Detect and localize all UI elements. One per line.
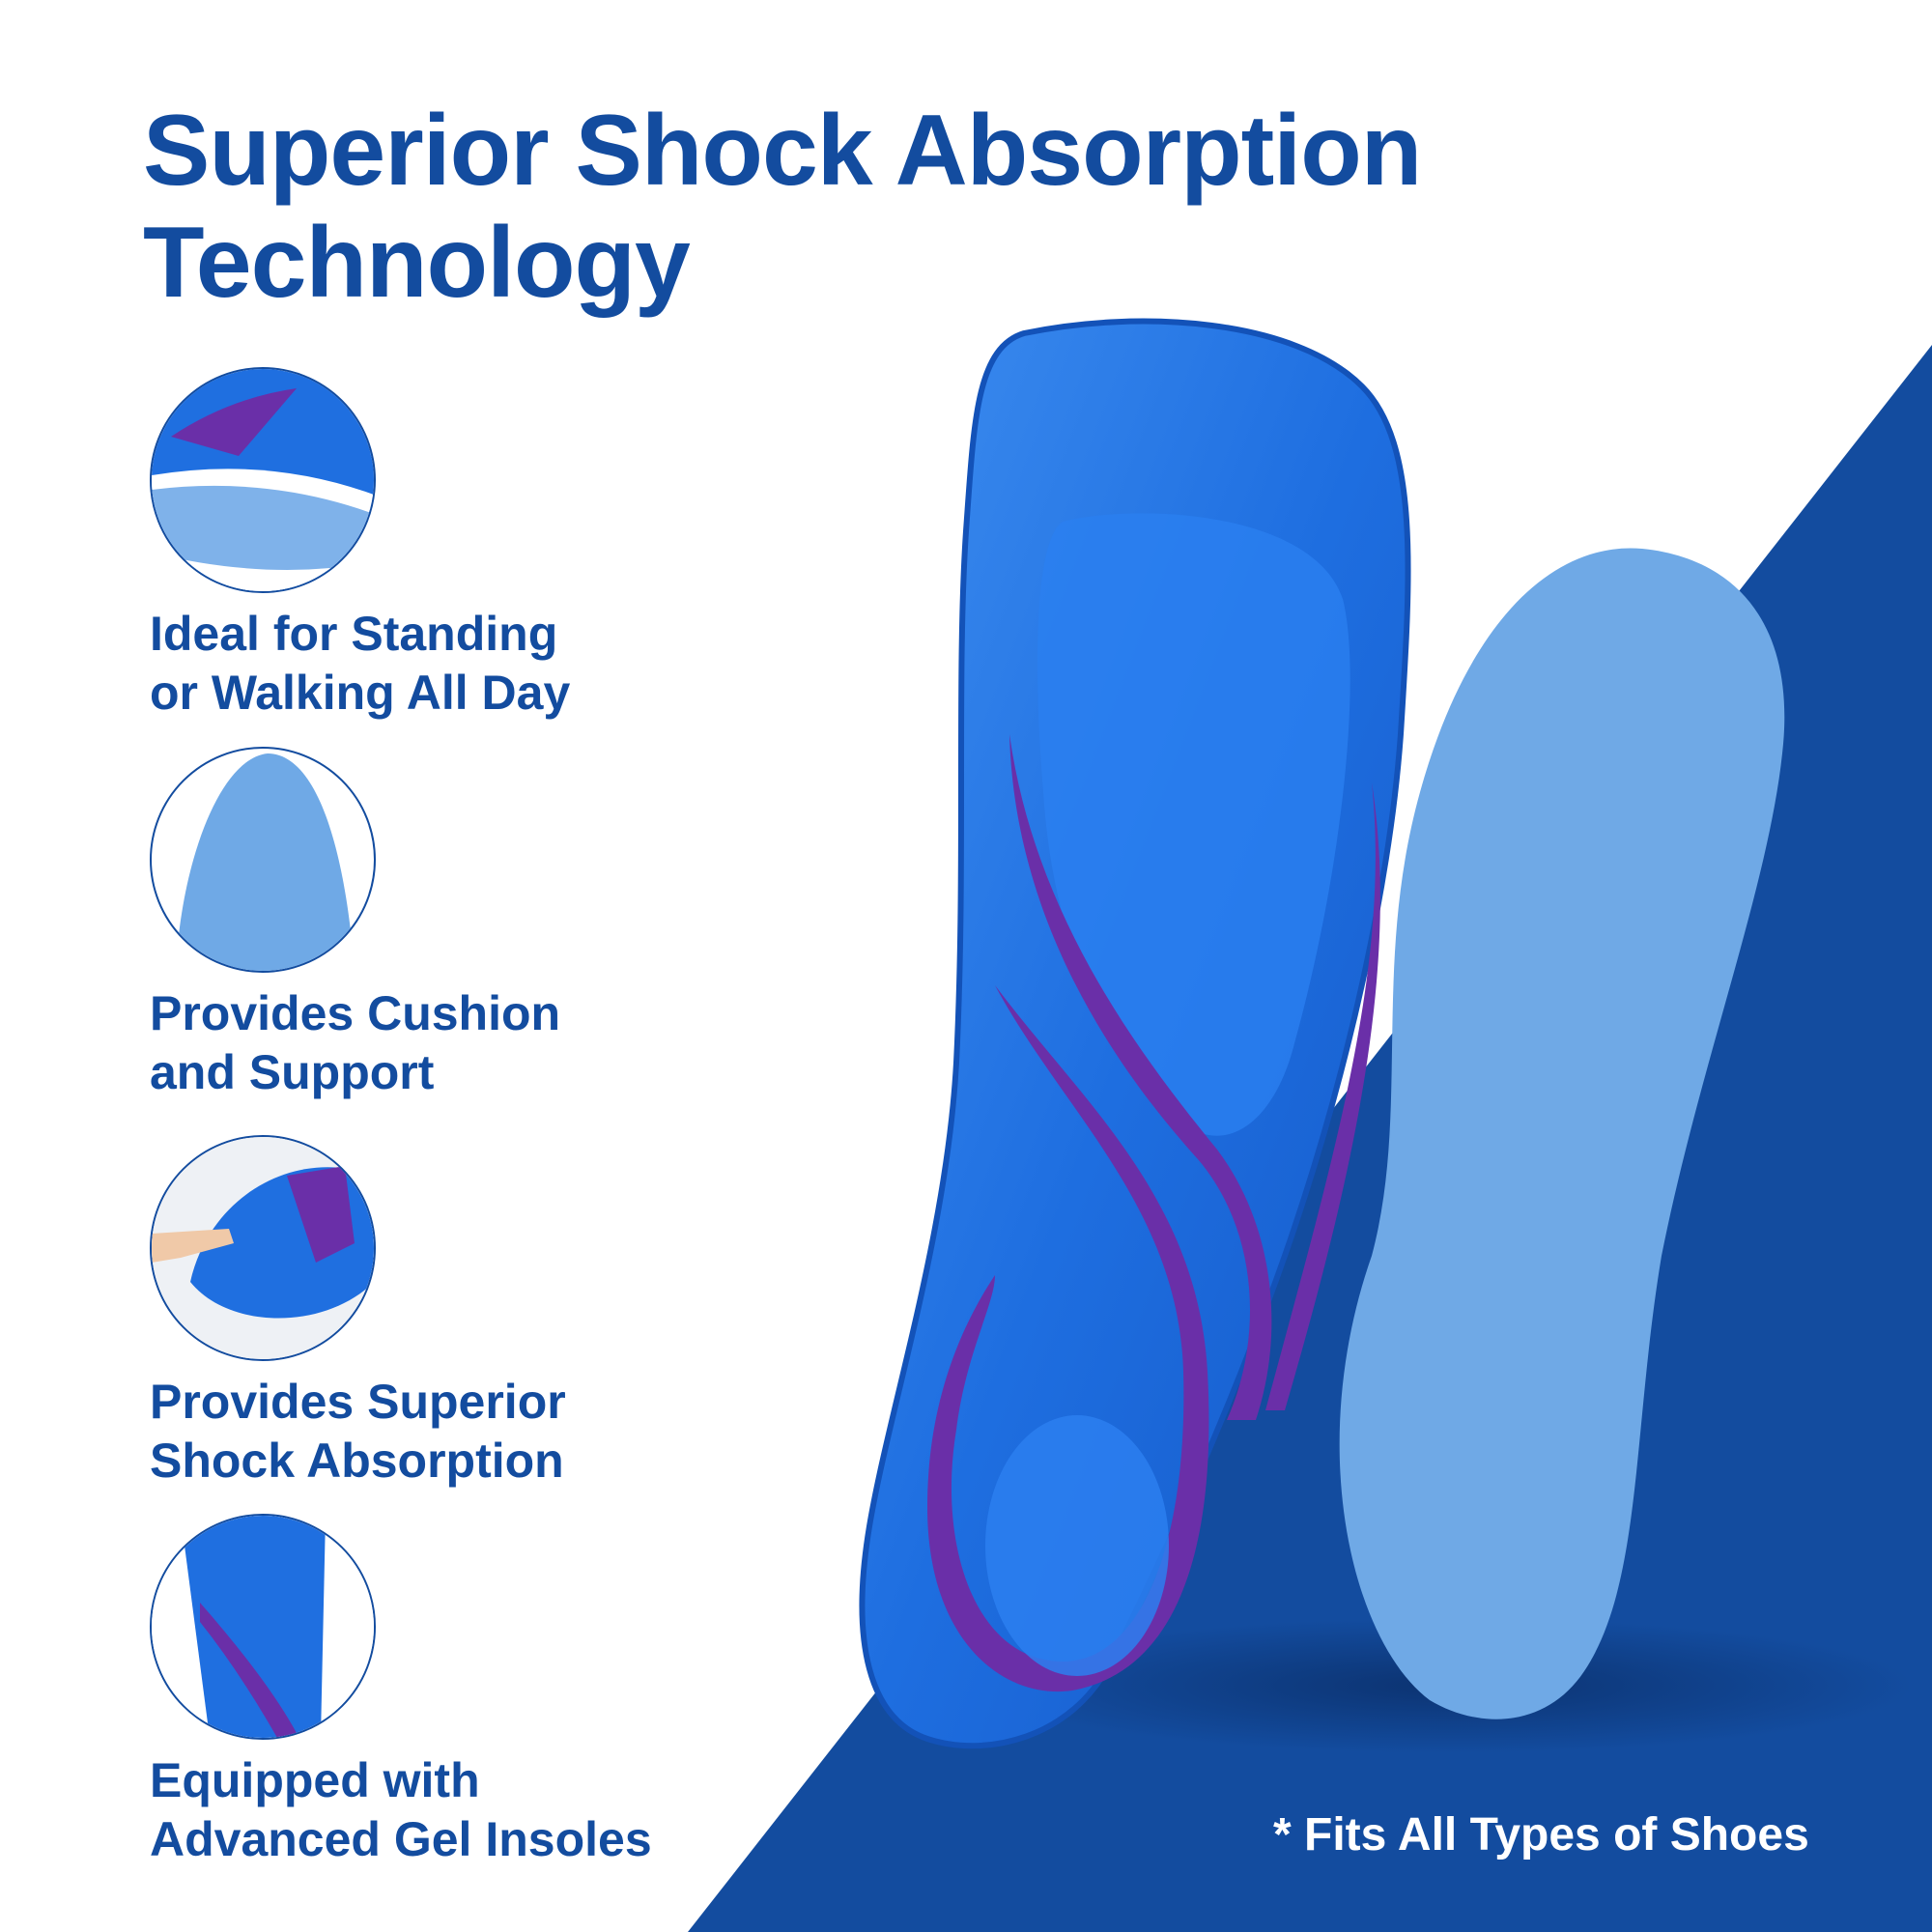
feature-1-line-1: Ideal for Standing	[150, 607, 558, 661]
feature-gel-insoles: Equipped with Advanced Gel Insoles	[150, 1514, 652, 1869]
feature-standing-walking: Ideal for Standing or Walking All Day	[150, 367, 570, 723]
gel-insole-closeup-icon	[150, 1514, 376, 1740]
fits-all-shoes-note: * Fits All Types of Shoes	[1273, 1809, 1809, 1861]
feature-3-line-1: Provides Superior	[150, 1375, 566, 1429]
foam-base-icon	[150, 747, 376, 973]
insole-side-view-icon	[150, 367, 376, 593]
feature-4-line-2: Advanced Gel Insoles	[150, 1812, 652, 1866]
feature-4-line-1: Equipped with	[150, 1753, 480, 1807]
purple-heel-loop	[927, 985, 1209, 1692]
title-line-1: Superior Shock Absorption	[143, 95, 1422, 207]
foam-insole	[1339, 548, 1785, 1719]
page-title: Superior Shock Absorption Technology	[143, 95, 1422, 319]
feature-1-line-2: or Walking All Day	[150, 666, 571, 720]
gel-forefoot-pad	[1037, 513, 1350, 1136]
feature-2-line-1: Provides Cushion	[150, 986, 561, 1040]
feature-cushion-support: Provides Cushion and Support	[150, 747, 560, 1102]
finger-press-insole-icon	[150, 1135, 376, 1361]
gel-heel-pad	[985, 1415, 1169, 1676]
title-line-2: Technology	[143, 207, 691, 319]
feature-3-line-2: Shock Absorption	[150, 1434, 564, 1488]
feature-shock-absorption: Provides Superior Shock Absorption	[150, 1135, 566, 1491]
feature-2-line-2: and Support	[150, 1045, 435, 1099]
